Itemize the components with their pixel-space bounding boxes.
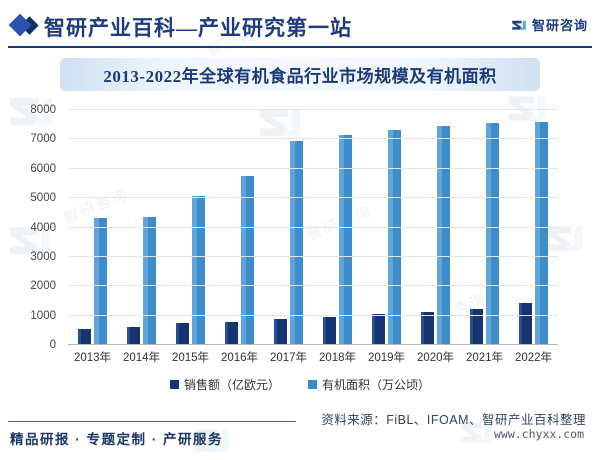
y-tick-label: 6000 <box>30 162 56 175</box>
chart-title-banner: 2013-2022年全球有机食品行业市场规模及有机面积 <box>60 58 540 91</box>
area-bar-2013年 <box>94 218 107 345</box>
gridline-8000 <box>68 109 558 110</box>
site-header-title: 智研产业百科—产业研究第一站 <box>44 16 352 40</box>
sales-bar-2018年 <box>323 316 336 345</box>
bar-group-2019年 <box>362 110 411 345</box>
sales-bar-2013年 <box>78 328 91 345</box>
company-logo-icon <box>512 20 526 30</box>
x-tick-label: 2014年 <box>122 352 161 364</box>
bar-group-2020年 <box>411 110 460 345</box>
area-bar-2021年 <box>486 122 499 345</box>
chart-title: 2013-2022年全球有机食品行业市场规模及有机面积 <box>103 67 497 86</box>
x-tick-label: 2019年 <box>367 352 406 364</box>
legend-item-sales: 销售额（亿欧元） <box>169 376 280 393</box>
footer-services-text: 精品研报 · 专题定制 · 产研服务 <box>10 432 223 447</box>
area-bar-2015年 <box>192 196 205 345</box>
sales-bar-2014年 <box>127 326 140 345</box>
y-axis-labels: 0 1000 2000 3000 4000 5000 6000 7000 8000 <box>26 104 62 351</box>
y-tick-label: 3000 <box>30 250 56 263</box>
gridline-0 <box>68 344 558 345</box>
sales-bar-2022年 <box>519 303 532 345</box>
gridline-4000 <box>68 226 558 228</box>
legend-swatch-sales <box>169 380 179 389</box>
y-tick-label: 4000 <box>30 221 56 234</box>
plot-area <box>68 109 558 345</box>
sales-bar-2016年 <box>225 321 238 345</box>
y-tick-label: 2000 <box>30 280 56 293</box>
gridline-7000 <box>68 138 558 140</box>
sales-bar-2020年 <box>421 312 434 345</box>
bar-group-2021年 <box>460 110 509 345</box>
y-tick-label: 1000 <box>30 309 56 322</box>
data-source-text: 资料来源：FiBL、IFOAM、智研产业百科整理 <box>321 413 586 427</box>
x-tick-label: 2017年 <box>269 352 308 364</box>
bar-group-2022年 <box>509 110 558 345</box>
sales-bar-2017年 <box>274 318 287 345</box>
legend-label-sales: 销售额（亿欧元） <box>183 378 280 392</box>
gridline-5000 <box>68 197 558 199</box>
bar-group-2013年 <box>68 110 117 345</box>
legend-item-area: 有机面积（万公顷） <box>308 376 430 393</box>
brand-diamond-icon <box>8 13 44 38</box>
area-bar-2016年 <box>241 176 254 345</box>
bar-chart: 0 1000 2000 3000 4000 5000 6000 7000 8000 2013年 2… <box>0 96 600 376</box>
area-bar-2017年 <box>290 140 303 345</box>
x-tick-label: 2016年 <box>220 352 259 364</box>
x-tick-label: 2021年 <box>465 352 504 364</box>
area-bar-2014年 <box>143 216 156 345</box>
footer-divider <box>8 421 296 422</box>
y-tick-label: 8000 <box>30 104 56 116</box>
legend-swatch-area <box>308 380 317 389</box>
bar-groups <box>68 110 558 345</box>
sales-bar-2021年 <box>470 309 483 345</box>
legend-label-area: 有机面积（万公顷） <box>322 378 431 392</box>
bar-group-2016年 <box>215 110 264 345</box>
gridline-3000 <box>68 255 558 257</box>
x-tick-label: 2020年 <box>416 352 455 364</box>
bar-group-2014年 <box>117 110 166 345</box>
area-bar-2019年 <box>388 129 401 345</box>
chart-legend: 销售额（亿欧元） 有机面积（万公顷） <box>0 376 600 393</box>
area-bar-2018年 <box>339 134 352 345</box>
gridline-2000 <box>68 285 558 287</box>
bar-group-2015年 <box>166 110 215 345</box>
header-divider <box>8 46 592 48</box>
x-tick-label: 2013年 <box>73 352 112 364</box>
company-logo: 智研咨询 <box>511 15 588 34</box>
sales-bar-2019年 <box>372 314 385 345</box>
area-bar-2022年 <box>535 121 548 345</box>
y-tick-label: 0 <box>49 339 56 351</box>
x-tick-label: 2015年 <box>171 352 210 364</box>
bar-group-2018年 <box>313 110 362 345</box>
y-tick-label: 5000 <box>30 192 56 205</box>
sales-bar-2015年 <box>176 322 189 345</box>
bar-group-2017年 <box>264 110 313 345</box>
area-bar-2020年 <box>437 126 450 345</box>
gridline-6000 <box>68 167 558 169</box>
x-tick-label: 2022年 <box>514 352 553 364</box>
gridline-1000 <box>68 314 558 316</box>
website-url: www.chyxx.com <box>493 427 584 441</box>
x-tick-label: 2018年 <box>318 352 357 364</box>
x-axis-labels: 2013年 2014年 2015年 2016年 2017年 2018年 2019年 2020年… <box>68 349 558 365</box>
y-tick-label: 7000 <box>30 133 56 146</box>
company-logo-text: 智研咨询 <box>531 18 588 33</box>
